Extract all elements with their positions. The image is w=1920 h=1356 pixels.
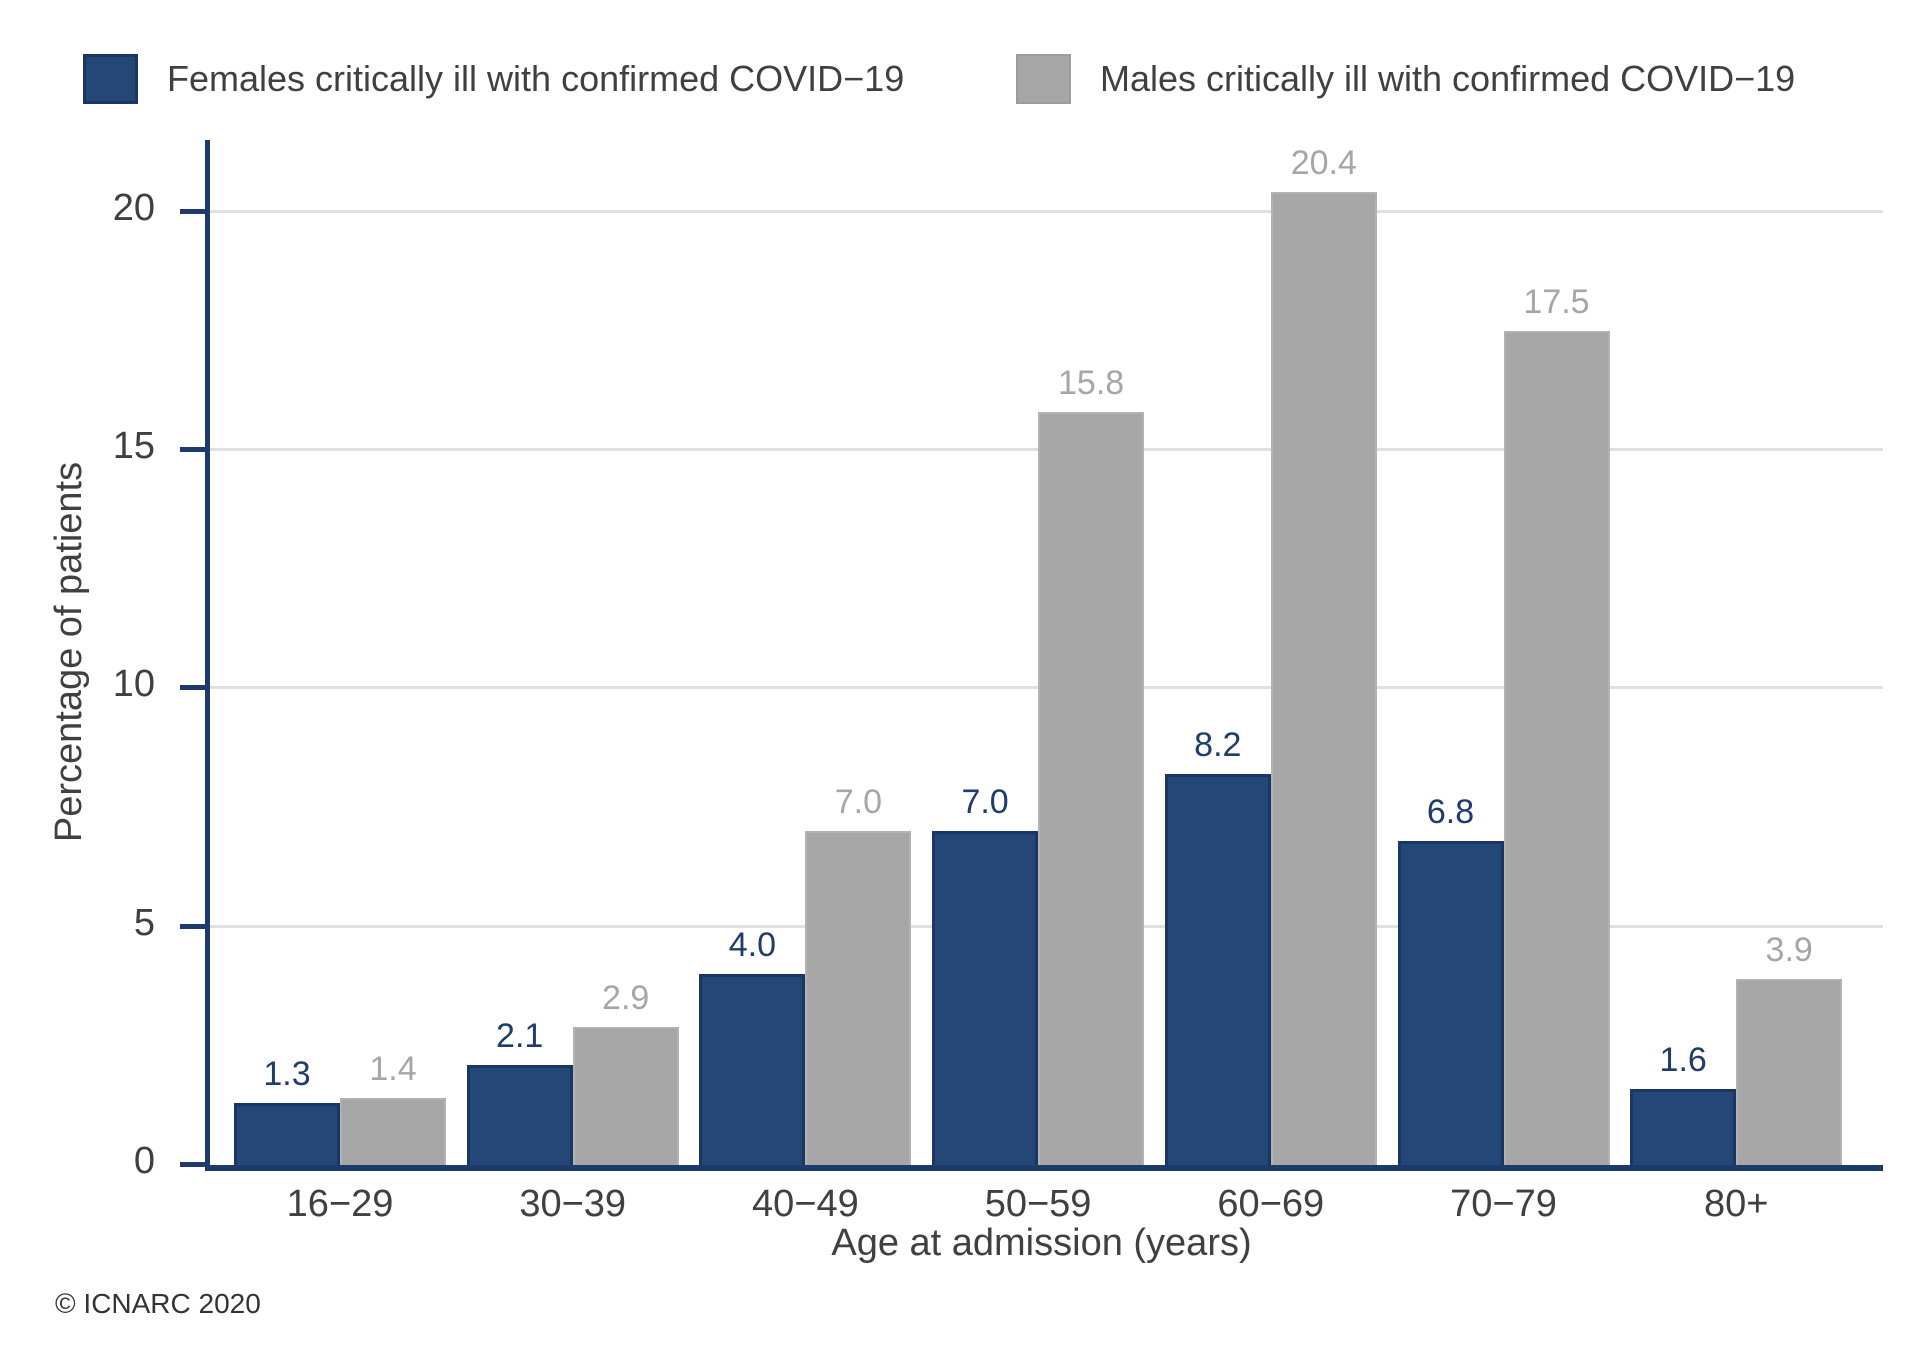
- value-label-females-4: 8.2: [1194, 726, 1242, 765]
- y-tick-mark-5: [180, 923, 206, 929]
- y-tick-label-10: 10: [112, 663, 155, 706]
- y-tick-mark-15: [180, 446, 206, 452]
- value-label-males-6: 3.9: [1765, 931, 1813, 970]
- x-tick-label-3: 50−59: [984, 1183, 1092, 1225]
- bar-females-2: [699, 974, 806, 1165]
- bar-females-5: [1397, 840, 1504, 1165]
- y-tick-label-20: 20: [112, 186, 155, 229]
- value-label-males-4: 20.4: [1290, 144, 1357, 183]
- legend-swatch-females: [83, 54, 138, 104]
- bar-males-6: [1736, 979, 1843, 1165]
- gridline-20: [210, 209, 1883, 213]
- x-axis-title: Age at admission (years): [831, 1222, 1252, 1264]
- bar-males-1: [572, 1026, 679, 1165]
- legend-swatch-males: [1016, 54, 1071, 104]
- bar-males-5: [1503, 330, 1610, 1165]
- value-label-females-2: 4.0: [728, 926, 777, 965]
- legend-label-males: Males critically ill with confirmed COVI…: [1100, 58, 1796, 99]
- value-label-females-1: 2.1: [496, 1016, 544, 1055]
- bar-females-3: [932, 831, 1039, 1165]
- y-tick-mark-0: [180, 1162, 206, 1167]
- y-tick-label-0: 0: [133, 1140, 155, 1182]
- legend-item-males: Males critically ill with confirmed COVI…: [1016, 50, 1795, 108]
- value-label-females-0: 1.3: [263, 1055, 311, 1094]
- copyright-text: © ICNARC 2020: [55, 1288, 261, 1319]
- bar-males-2: [805, 831, 912, 1165]
- value-label-females-5: 6.8: [1426, 792, 1475, 831]
- legend-label-females: Females critically ill with confirmed CO…: [167, 58, 905, 99]
- plot-area: 0 5 10 15 20 1.3 1.4 16−29 2.1 2.9 30−39 4.0 7.0 40−4…: [113, 140, 1883, 1223]
- x-tick-label-5: 70−79: [1450, 1183, 1557, 1225]
- x-tick-label-0: 16−29: [286, 1183, 394, 1225]
- value-label-males-1: 2.9: [602, 978, 650, 1017]
- value-label-males-5: 17.5: [1523, 282, 1590, 321]
- bar-males-3: [1038, 411, 1145, 1165]
- bar-females-6: [1630, 1088, 1737, 1165]
- x-tick-label-4: 60−69: [1217, 1183, 1325, 1225]
- bar-females-1: [466, 1064, 573, 1165]
- bar-females-4: [1164, 774, 1271, 1165]
- x-tick-label-1: 30−39: [519, 1183, 627, 1225]
- y-tick-label-5: 5: [133, 901, 155, 944]
- value-label-males-0: 1.4: [369, 1050, 417, 1089]
- y-tick-label-15: 15: [112, 424, 155, 467]
- y-tick-mark-10: [180, 685, 206, 691]
- bar-males-4: [1270, 192, 1377, 1165]
- legend-item-females: Females critically ill with confirmed CO…: [83, 50, 904, 108]
- value-label-females-6: 1.6: [1659, 1040, 1707, 1079]
- x-tick-label-6: 80+: [1703, 1183, 1769, 1225]
- bar-males-0: [340, 1098, 446, 1165]
- value-label-males-3: 15.8: [1058, 363, 1125, 402]
- value-label-males-2: 7.0: [834, 783, 883, 822]
- y-tick-mark-20: [180, 208, 206, 214]
- bar-females-0: [234, 1103, 340, 1165]
- value-label-females-3: 7.0: [961, 783, 1009, 822]
- x-tick-label-2: 40−49: [752, 1183, 859, 1225]
